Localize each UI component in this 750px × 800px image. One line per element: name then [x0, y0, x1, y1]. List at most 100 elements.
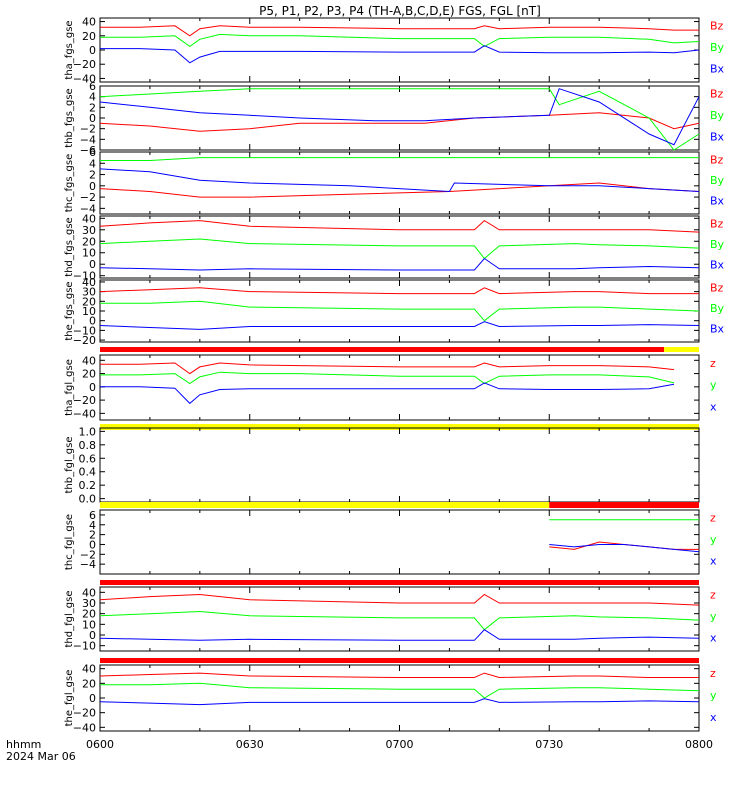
- legend-Bz: Bz: [710, 20, 724, 33]
- y-tick-label: 0: [89, 381, 96, 394]
- y-tick-label: −10: [73, 640, 96, 653]
- series-z-line: [549, 541, 699, 550]
- y-tick-label: 4: [89, 91, 96, 104]
- series-z-line: [100, 362, 675, 375]
- y-axis-label: thb_fgs_gse: [64, 88, 75, 147]
- y-tick-label: 0: [89, 692, 96, 705]
- y-tick-label: 30: [82, 286, 96, 299]
- x-axis: 0600 0630 0700 0730 0800: [86, 738, 713, 751]
- panel-frame: [99, 427, 700, 503]
- legend-x: x: [710, 554, 717, 567]
- panel-thb_fgl_gse: 1.00.80.60.40.20.0 thb_fgl_gse: [64, 424, 700, 506]
- flag-bar-segment: [100, 347, 665, 352]
- y-tick-label: −10: [73, 324, 96, 337]
- panel-frame: [99, 354, 700, 421]
- y-axis-label: thb_fgl_gse: [64, 437, 75, 494]
- legend-Bz: Bz: [710, 217, 724, 230]
- x-tick-label: 0700: [386, 738, 414, 751]
- y-tick-label: 40: [82, 276, 96, 289]
- y-tick-label: 10: [82, 305, 96, 318]
- legend-Bx: Bx: [710, 259, 725, 272]
- y-tick-label: 4: [89, 157, 96, 170]
- y-tick-label: 6: [89, 509, 96, 522]
- series-Bz-line: [99, 219, 700, 233]
- panel-frame: [99, 85, 700, 151]
- legend-Bx: Bx: [710, 195, 725, 208]
- series-y-line: [99, 610, 700, 631]
- y-tick-label: −40: [73, 721, 96, 734]
- y-axis-label: tha_fgl_gse: [64, 359, 75, 416]
- y-tick-label: 40: [82, 586, 96, 599]
- flag-bar-segment: [100, 658, 699, 663]
- panel-frame: [99, 215, 700, 279]
- y-tick-label: −2: [80, 123, 96, 136]
- series-y-line: [100, 371, 675, 385]
- y-tick-label: 4: [89, 519, 96, 532]
- y-axis-label: the_fgs_gse: [64, 281, 75, 340]
- x-axis-unit-label: hhmm: [6, 738, 41, 751]
- series-Bx-line: [99, 257, 700, 271]
- y-tick-label: 0.0: [79, 493, 97, 506]
- legend-Bx: Bx: [710, 323, 725, 336]
- series-Bz-line: [99, 112, 700, 132]
- x-tick-label: 0630: [236, 738, 264, 751]
- x-tick-label: 0800: [685, 738, 713, 751]
- series-Bx-line: [99, 88, 700, 146]
- legend-z: z: [710, 357, 716, 370]
- y-tick-label: 0: [89, 538, 96, 551]
- y-axis-label: tha_fgs_gse: [64, 20, 75, 79]
- y-tick-label: 30: [82, 224, 96, 237]
- y-tick-label: 2: [89, 101, 96, 114]
- y-tick-label: −20: [73, 58, 96, 71]
- legend-z: z: [710, 589, 716, 602]
- y-tick-label: 40: [82, 212, 96, 225]
- legend-y: y: [710, 689, 717, 702]
- flag-bar-segment: [100, 424, 699, 430]
- y-tick-label: 2: [89, 529, 96, 542]
- y-tick-label: −4: [80, 558, 96, 571]
- series-x-line: [99, 629, 700, 641]
- legend-By: By: [710, 41, 725, 54]
- y-tick-label: −4: [80, 133, 96, 146]
- legend-z: z: [710, 512, 716, 525]
- series-By-line: [100, 157, 699, 161]
- y-tick-label: 20: [82, 30, 96, 43]
- y-tick-label: 0.6: [79, 452, 97, 465]
- series-Bx-line: [100, 45, 700, 64]
- y-tick-label: 40: [82, 16, 96, 29]
- y-axis-label: thc_fgl_gse: [64, 514, 75, 570]
- series-x-line: [100, 382, 675, 405]
- y-tick-label: −20: [73, 334, 96, 347]
- series-Bx-line: [99, 168, 700, 193]
- panel-frame: [99, 664, 700, 732]
- legend-z: z: [710, 667, 716, 680]
- flag-bar-segment: [549, 502, 699, 508]
- y-tick-label: −40: [73, 407, 96, 420]
- y-tick-label: −40: [73, 72, 96, 85]
- series-By-line: [100, 300, 700, 322]
- y-tick-label: 0: [89, 629, 96, 642]
- flag-bar-segment: [664, 347, 699, 352]
- plot-title: P5, P1, P2, P3, P4 (TH-A,B,C,D,E) FGS, F…: [259, 4, 541, 18]
- y-tick-label: 20: [82, 295, 96, 308]
- y-tick-label: 0: [89, 112, 96, 125]
- y-tick-label: 40: [82, 663, 96, 676]
- flag-bar-segment: [100, 502, 550, 508]
- y-tick-label: 20: [82, 608, 96, 621]
- y-tick-label: 1.0: [79, 425, 97, 438]
- legend-Bx: Bx: [710, 130, 725, 143]
- panel-frame: [99, 151, 700, 215]
- y-tick-label: −2: [80, 191, 96, 204]
- series-z-line: [99, 672, 699, 679]
- legend-x: x: [710, 711, 717, 724]
- panel-frame: [99, 586, 700, 652]
- y-tick-label: 0: [89, 315, 96, 328]
- legend-Bx: Bx: [710, 62, 725, 75]
